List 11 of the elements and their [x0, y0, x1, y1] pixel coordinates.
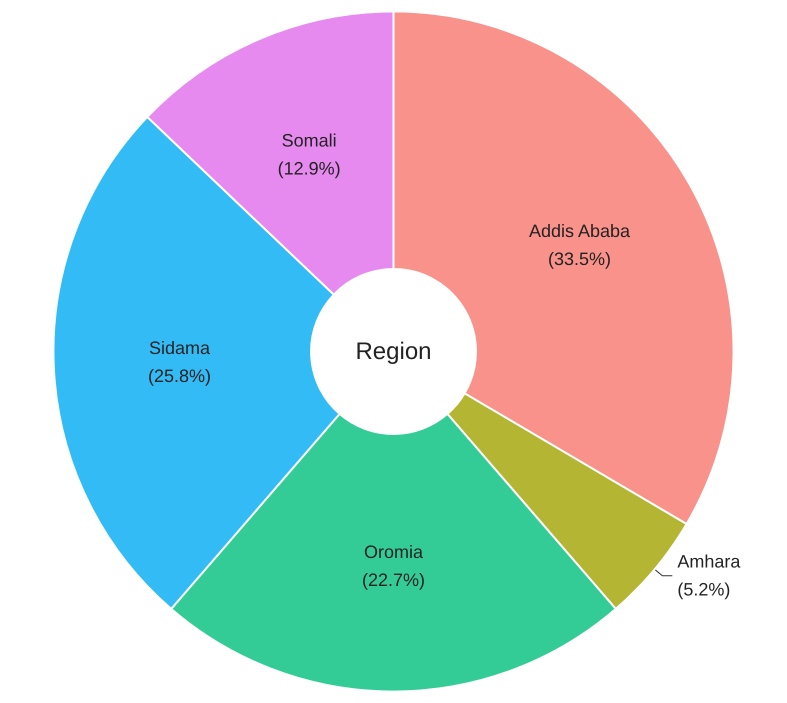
- slice-label: Sidama: [148, 338, 212, 358]
- data-label: (25.8%): [148, 366, 212, 386]
- slice-label: Oromia: [364, 542, 424, 562]
- slice-label: Amhara: [677, 552, 742, 572]
- text: Region: [355, 338, 432, 365]
- data-label: (5.2%): [677, 580, 730, 600]
- data-label: (22.7%): [362, 570, 426, 590]
- slice-label: Somali: [282, 130, 337, 151]
- slice-label: Addis Ababa: [528, 221, 632, 242]
- data-label: (33.5%): [548, 249, 612, 270]
- data-label: (12.9%): [278, 158, 341, 179]
